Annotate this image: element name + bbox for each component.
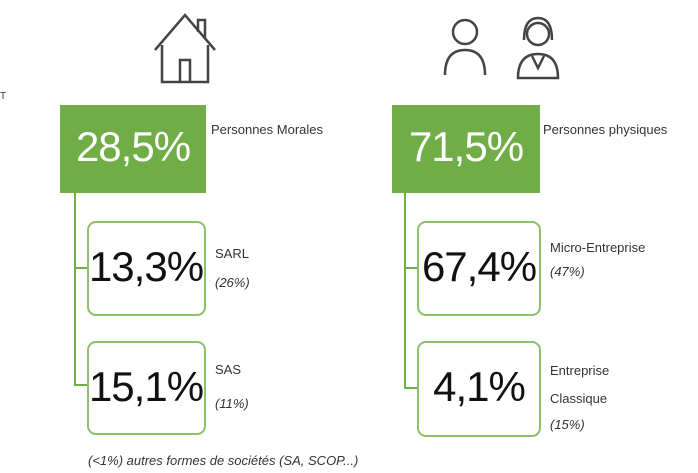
item-label: SAS (215, 362, 241, 377)
item-value: 67,4% (422, 243, 536, 290)
margin-text: T (0, 91, 6, 102)
item-label: Micro-Entreprise (550, 240, 645, 255)
item-value: 4,1% (433, 363, 525, 410)
total-value: 71,5% (409, 123, 523, 170)
total-box (60, 105, 206, 193)
total-label: Personnes physiques (543, 122, 668, 137)
item-share: (11%) (215, 396, 249, 411)
connector (404, 192, 418, 389)
footnote: (<1%) autres formes de sociétés (SA, SCO… (88, 453, 358, 468)
item-box (417, 221, 541, 316)
item-share: (15%) (550, 417, 585, 432)
total-box (392, 105, 540, 193)
item-label: SARL (215, 246, 249, 261)
item-box (87, 341, 206, 435)
connector (74, 192, 88, 386)
item-box (417, 341, 541, 437)
person-icons (443, 16, 560, 80)
item-box (87, 221, 206, 316)
item-label: Classique (550, 391, 607, 406)
item-value: 15,1% (89, 363, 203, 410)
total-label: Personnes Morales (211, 122, 323, 137)
item-value: 13,3% (89, 243, 203, 290)
total-value: 28,5% (76, 123, 190, 170)
item-share: (26%) (215, 275, 250, 290)
item-label: Entreprise (550, 363, 609, 378)
item-share: (47%) (550, 264, 585, 279)
house-icon (154, 13, 216, 84)
